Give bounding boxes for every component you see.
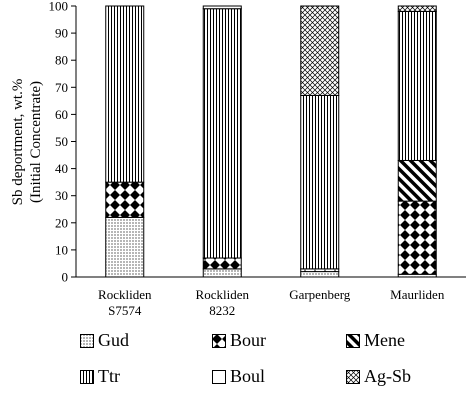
legend: Gud Bour Mene Ttr Boul Ag-Sb [0, 322, 474, 402]
legend-swatch [212, 333, 226, 348]
bar-segment-gud [202, 268, 242, 278]
legend-item-gud: Gud [80, 330, 129, 351]
legend-item-boul: Boul [212, 366, 265, 387]
x-category-label-line2: 8232 [209, 303, 235, 318]
y-tick-label: 60 [55, 107, 68, 122]
y-tick-label: 10 [55, 242, 68, 257]
bar-segment-ttr [202, 8, 242, 259]
legend-label: Boul [230, 366, 266, 386]
y-tick-label: 50 [55, 134, 68, 149]
chart: Sb deportment, wt.% (Initial Concentrate… [10, 0, 466, 318]
legend-item-ag-sb: Ag-Sb [346, 366, 411, 387]
bar-segment-ttr [105, 5, 145, 183]
y-tick-label: 20 [55, 215, 68, 230]
bar-segment-gud [300, 271, 340, 278]
bar-segment-bour [105, 181, 145, 218]
legend-item-ttr: Ttr [80, 366, 120, 387]
y-tick-label: 70 [55, 80, 68, 95]
legend-label: Mene [364, 330, 405, 350]
bar-segment-ttr [300, 94, 340, 270]
bar-segment-gud [105, 216, 145, 278]
y-axis-label-line2: (Initial Concentrate) [28, 81, 44, 203]
legend-item-mene: Mene [346, 330, 405, 351]
x-category-label: Rockliden [98, 287, 152, 302]
y-tick-label: 100 [49, 0, 69, 14]
x-category-label: Rockliden [196, 287, 250, 302]
legend-swatch [80, 369, 94, 384]
y-tick-label: 30 [55, 188, 68, 203]
bar-segment-bour [202, 257, 242, 270]
legend-swatch [346, 369, 360, 384]
legend-label: Ag-Sb [364, 366, 412, 386]
legend-item-bour: Bour [212, 330, 266, 351]
x-category-label-line2: S7574 [108, 303, 142, 318]
bar-segment-ttr [397, 10, 437, 161]
bar-segment-mene [397, 159, 437, 202]
bar-segment-boul [202, 5, 242, 10]
legend-label: Gud [98, 330, 129, 350]
y-axis-label-line1: Sb deportment, wt.% [10, 79, 26, 206]
x-category-label: Garpenberg [289, 287, 351, 302]
legend-swatch [80, 333, 94, 348]
legend-label: Ttr [98, 366, 120, 386]
legend-swatch [212, 369, 226, 384]
y-tick-label: 80 [55, 53, 68, 68]
y-tick-label: 90 [55, 26, 68, 41]
y-tick-label: 0 [62, 270, 69, 285]
bar-segment-ag-sb [300, 5, 340, 96]
legend-swatch [346, 333, 360, 348]
y-tick-label: 40 [55, 161, 68, 176]
legend-label: Bour [230, 330, 266, 350]
bar-segment-bour [397, 200, 437, 275]
x-category-label: Maurliden [390, 287, 445, 302]
bar-segment-ag-sb [397, 5, 437, 12]
